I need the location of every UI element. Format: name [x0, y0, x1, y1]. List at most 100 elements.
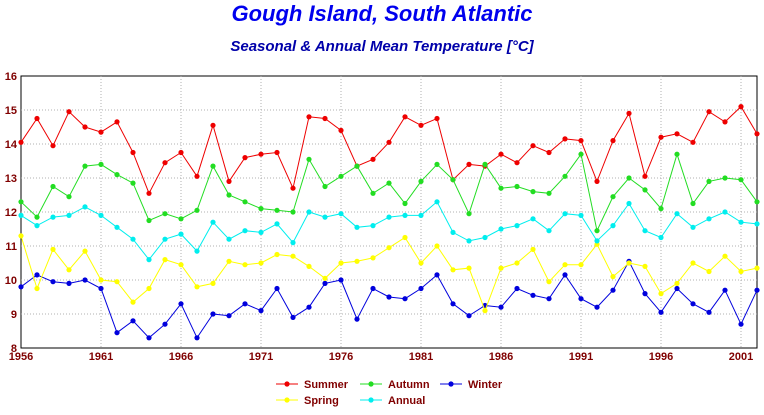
data-point — [690, 139, 696, 145]
data-point — [562, 211, 568, 217]
data-point — [546, 279, 552, 285]
y-tick-label: 12 — [5, 207, 17, 219]
data-point — [386, 214, 392, 220]
data-point — [402, 200, 408, 207]
data-point — [482, 161, 488, 167]
data-point — [594, 178, 600, 184]
data-point — [514, 260, 520, 266]
data-point — [82, 124, 88, 130]
data-point — [418, 260, 424, 266]
data-point — [162, 160, 168, 166]
data-point — [642, 291, 648, 297]
x-tick-label: 1961 — [89, 351, 113, 363]
data-point — [738, 321, 744, 327]
data-point — [466, 238, 472, 244]
data-point — [450, 229, 456, 235]
data-point — [322, 280, 328, 286]
data-point — [418, 285, 424, 292]
x-tick-label: 1966 — [169, 351, 193, 363]
data-point — [194, 248, 200, 254]
data-point — [194, 173, 200, 179]
legend-label: Summer — [304, 379, 349, 391]
y-tick-label: 14 — [5, 139, 18, 151]
data-point — [738, 268, 744, 275]
data-point — [114, 330, 120, 336]
series-group — [18, 104, 760, 341]
data-point — [34, 285, 40, 292]
data-point — [306, 263, 312, 269]
data-point — [578, 212, 584, 218]
plot-area — [20, 75, 758, 349]
data-point — [34, 115, 40, 122]
data-point — [274, 285, 280, 292]
data-point — [178, 231, 184, 237]
data-point — [194, 207, 200, 213]
data-point — [370, 190, 376, 196]
data-point — [370, 285, 376, 292]
data-point — [514, 285, 520, 292]
y-tick-label: 11 — [5, 241, 17, 253]
data-point — [194, 284, 200, 290]
data-point — [626, 110, 632, 116]
series-winter — [18, 258, 760, 341]
x-tick-label: 1956 — [9, 351, 33, 363]
data-point — [306, 114, 312, 120]
data-point — [274, 221, 280, 227]
data-point — [18, 212, 24, 218]
data-point — [754, 131, 760, 137]
data-point — [722, 119, 728, 125]
data-point — [226, 313, 232, 319]
data-point — [210, 219, 216, 225]
data-point — [242, 262, 248, 268]
data-point — [642, 187, 648, 193]
data-point — [674, 285, 680, 292]
data-point — [498, 185, 504, 191]
legend-swatch-marker — [284, 397, 290, 403]
data-point — [146, 285, 152, 292]
data-point — [514, 183, 520, 190]
data-point — [402, 114, 408, 120]
data-point — [306, 209, 312, 215]
data-point — [466, 265, 472, 271]
data-point — [226, 258, 232, 264]
x-tick-label: 1996 — [649, 351, 673, 363]
x-tick-label: 1976 — [329, 351, 353, 363]
data-point — [50, 214, 56, 220]
data-point — [242, 228, 248, 234]
axis-ticks: 8 9 10 11 12 13 14 15 16 1956 1961 1966 1971 1976 1981… — [5, 71, 753, 363]
legend-label: Autumn — [388, 379, 430, 391]
data-point — [658, 291, 664, 297]
chart-title: Gough Island, South Atlantic — [231, 1, 532, 26]
data-point — [82, 277, 88, 283]
data-point — [98, 277, 104, 283]
data-point — [290, 209, 296, 215]
data-point — [578, 138, 584, 144]
data-point — [754, 265, 760, 271]
legend-item-spring: Spring — [276, 395, 339, 407]
data-point — [546, 296, 552, 302]
data-point — [114, 224, 120, 230]
x-tick-label: 1971 — [249, 351, 273, 363]
data-point — [34, 214, 40, 220]
data-point — [306, 304, 312, 310]
series-annual — [18, 199, 760, 263]
data-point — [354, 258, 360, 264]
data-point — [434, 272, 440, 278]
data-point — [162, 236, 168, 242]
data-point — [162, 211, 168, 217]
data-point — [722, 253, 728, 259]
data-point — [466, 161, 472, 167]
data-point — [210, 311, 216, 317]
data-point — [482, 234, 488, 241]
data-point — [50, 246, 56, 252]
legend-label: Annual — [388, 395, 425, 407]
data-point — [658, 234, 664, 241]
data-point — [114, 119, 120, 125]
data-point — [82, 248, 88, 254]
data-point — [290, 253, 296, 259]
data-point — [322, 115, 328, 122]
data-point — [450, 267, 456, 273]
data-point — [354, 224, 360, 230]
legend-swatch-marker — [284, 381, 290, 387]
data-point — [338, 211, 344, 217]
